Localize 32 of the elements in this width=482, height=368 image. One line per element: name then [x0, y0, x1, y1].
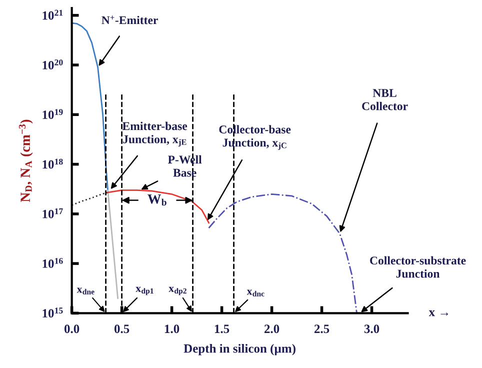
- ref-line-label: x$_{dp2}$: [168, 286, 186, 296]
- line-series: [107, 190, 210, 224]
- x-tick-label: 2.5: [314, 324, 330, 334]
- x-tick-label: 1.5: [214, 324, 230, 334]
- x-tick-label: 0.0: [64, 324, 80, 334]
- x-tick-label: 3.0: [364, 324, 380, 334]
- y-tick-label: 10$^{20}$: [42, 59, 63, 70]
- x-tick-label: 0.5: [114, 324, 130, 334]
- line-series: [72, 22, 109, 191]
- line-series: [208, 193, 358, 314]
- y-tick-label: 10$^{16}$: [42, 258, 63, 268]
- annotation: NBL Collector: [362, 89, 408, 110]
- annotation: N$^{+}$-Emitter: [102, 16, 158, 24]
- text: x →: [428, 310, 448, 316]
- annotation: W$_{b}$: [148, 194, 166, 206]
- annotation: Collector-base Junction, x$_{jC}$: [219, 125, 291, 150]
- annotation: Collector-substrate Junction: [370, 256, 466, 278]
- y-tick-label: 10$^{15}$: [42, 308, 63, 318]
- line-series: [72, 192, 109, 206]
- y-tick-label: 10$^{21}$: [42, 10, 63, 20]
- y-axis-title: N$_{D}$, N$_{A}$ (cm$^{−3}$): [18, 120, 33, 202]
- x-tick-label: 1.0: [164, 324, 180, 334]
- annotation: Emitter-base Junction, x$_{jE}$: [122, 122, 188, 147]
- x-tick-label: 2.0: [264, 324, 280, 334]
- y-tick-label: 10$^{17}$: [42, 208, 63, 218]
- ref-line-label: x$_{dp1}$: [136, 286, 154, 296]
- annotation: P-Well Base: [168, 155, 202, 177]
- ref-line-label: x$_{dnc}$: [246, 290, 264, 296]
- y-tick-label: 10$^{19}$: [42, 109, 63, 120]
- y-tick-label: 10$^{18}$: [42, 158, 63, 169]
- x-axis-title: Depth in silicon (µm): [184, 344, 296, 356]
- ref-line-label: x$_{dne}$: [76, 288, 94, 294]
